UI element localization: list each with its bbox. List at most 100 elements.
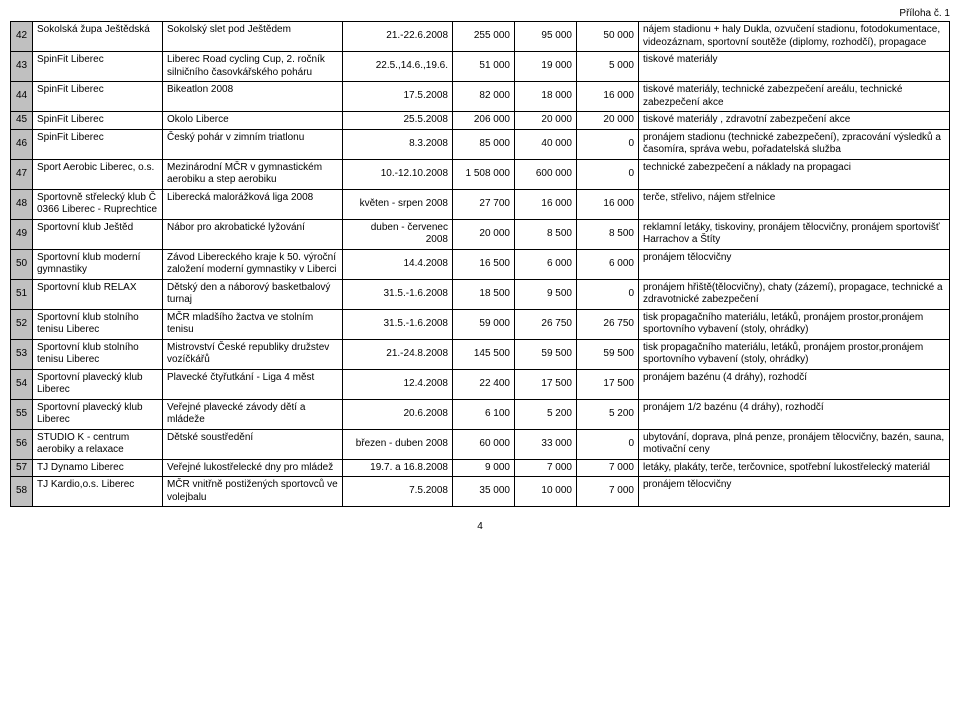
- event-cell: Bikeatlon 2008: [163, 82, 343, 112]
- organization-cell: TJ Kardio,o.s. Liberec: [33, 477, 163, 507]
- description-cell: pronájem tělocvičny: [639, 249, 950, 279]
- date-cell: 12.4.2008: [343, 369, 453, 399]
- table-row: 44SpinFit LiberecBikeatlon 200817.5.2008…: [11, 82, 950, 112]
- table-row: 48Sportovně střelecký klub Č 0366 Libere…: [11, 189, 950, 219]
- amount2-cell: 16 000: [515, 189, 577, 219]
- amount2-cell: 9 500: [515, 279, 577, 309]
- amount3-cell: 50 000: [577, 22, 639, 52]
- event-cell: Liberec Road cycling Cup, 2. ročník siln…: [163, 52, 343, 82]
- organization-cell: SpinFit Liberec: [33, 129, 163, 159]
- amount1-cell: 145 500: [453, 339, 515, 369]
- organization-cell: SpinFit Liberec: [33, 52, 163, 82]
- amount3-cell: 16 000: [577, 189, 639, 219]
- description-cell: tisk propagačního materiálu, letáků, pro…: [639, 339, 950, 369]
- date-cell: 17.5.2008: [343, 82, 453, 112]
- organization-cell: SpinFit Liberec: [33, 112, 163, 130]
- description-cell: reklamní letáky, tiskoviny, pronájem těl…: [639, 219, 950, 249]
- amount1-cell: 9 000: [453, 459, 515, 477]
- event-cell: Dětské soustředění: [163, 429, 343, 459]
- amount2-cell: 26 750: [515, 309, 577, 339]
- event-cell: MČR vnitřně postižených sportovců ve vol…: [163, 477, 343, 507]
- amount3-cell: 0: [577, 129, 639, 159]
- description-cell: tisk propagačního materiálu, letáků, pro…: [639, 309, 950, 339]
- table-row: 45SpinFit LiberecOkolo Liberce25.5.20082…: [11, 112, 950, 130]
- amount2-cell: 8 500: [515, 219, 577, 249]
- amount3-cell: 5 200: [577, 399, 639, 429]
- amount2-cell: 18 000: [515, 82, 577, 112]
- date-cell: 8.3.2008: [343, 129, 453, 159]
- amount3-cell: 6 000: [577, 249, 639, 279]
- amount1-cell: 51 000: [453, 52, 515, 82]
- table-row: 53Sportovní klub stolního tenisu Liberec…: [11, 339, 950, 369]
- amount1-cell: 22 400: [453, 369, 515, 399]
- amount1-cell: 255 000: [453, 22, 515, 52]
- description-cell: tiskové materiály: [639, 52, 950, 82]
- event-cell: Nábor pro akrobatické lyžování: [163, 219, 343, 249]
- date-cell: 21.-22.6.2008: [343, 22, 453, 52]
- organization-cell: TJ Dynamo Liberec: [33, 459, 163, 477]
- amount3-cell: 0: [577, 429, 639, 459]
- table-row: 50Sportovní klub moderní gymnastikyZávod…: [11, 249, 950, 279]
- event-cell: Plavecké čtyřutkání - Liga 4 měst: [163, 369, 343, 399]
- amount2-cell: 19 000: [515, 52, 577, 82]
- row-number: 51: [11, 279, 33, 309]
- event-cell: Český pohár v zimním triatlonu: [163, 129, 343, 159]
- date-cell: 22.5.,14.6.,19.6.: [343, 52, 453, 82]
- amount1-cell: 27 700: [453, 189, 515, 219]
- description-cell: pronájem 1/2 bazénu (4 dráhy), rozhodčí: [639, 399, 950, 429]
- amount1-cell: 6 100: [453, 399, 515, 429]
- description-cell: ubytování, doprava, plná penze, pronájem…: [639, 429, 950, 459]
- description-cell: letáky, plakáty, terče, terčovnice, spot…: [639, 459, 950, 477]
- description-cell: tiskové materiály , zdravotní zabezpečen…: [639, 112, 950, 130]
- table-row: 51Sportovní klub RELAXDětský den a nábor…: [11, 279, 950, 309]
- amount3-cell: 0: [577, 159, 639, 189]
- amount2-cell: 600 000: [515, 159, 577, 189]
- table-row: 52Sportovní klub stolního tenisu Liberec…: [11, 309, 950, 339]
- row-number: 52: [11, 309, 33, 339]
- description-cell: terče, střelivo, nájem střelnice: [639, 189, 950, 219]
- date-cell: 31.5.-1.6.2008: [343, 279, 453, 309]
- event-cell: Mezinárodní MČR v gymnastickém aerobiku …: [163, 159, 343, 189]
- row-number: 56: [11, 429, 33, 459]
- description-cell: pronájem stadionu (technické zabezpečení…: [639, 129, 950, 159]
- row-number: 48: [11, 189, 33, 219]
- description-cell: pronájem tělocvičny: [639, 477, 950, 507]
- table-row: 46SpinFit LiberecČeský pohár v zimním tr…: [11, 129, 950, 159]
- date-cell: 31.5.-1.6.2008: [343, 309, 453, 339]
- table-row: 56STUDIO K - centrum aerobiky a relaxace…: [11, 429, 950, 459]
- amount2-cell: 33 000: [515, 429, 577, 459]
- amount1-cell: 206 000: [453, 112, 515, 130]
- organization-cell: Sportovně střelecký klub Č 0366 Liberec …: [33, 189, 163, 219]
- row-number: 45: [11, 112, 33, 130]
- organization-cell: Sportovní klub RELAX: [33, 279, 163, 309]
- amount2-cell: 17 500: [515, 369, 577, 399]
- amount2-cell: 10 000: [515, 477, 577, 507]
- amount3-cell: 59 500: [577, 339, 639, 369]
- table-row: 57TJ Dynamo LiberecVeřejné lukostřelecké…: [11, 459, 950, 477]
- amount1-cell: 18 500: [453, 279, 515, 309]
- row-number: 42: [11, 22, 33, 52]
- description-cell: pronájem hřiště(tělocvičny), chaty (záze…: [639, 279, 950, 309]
- organization-cell: Sportovní plavecký klub Liberec: [33, 369, 163, 399]
- amount1-cell: 1 508 000: [453, 159, 515, 189]
- event-cell: Sokolský slet pod Ještědem: [163, 22, 343, 52]
- amount3-cell: 26 750: [577, 309, 639, 339]
- amount1-cell: 16 500: [453, 249, 515, 279]
- date-cell: 19.7. a 16.8.2008: [343, 459, 453, 477]
- organization-cell: SpinFit Liberec: [33, 82, 163, 112]
- table-row: 58TJ Kardio,o.s. LiberecMČR vnitřně post…: [11, 477, 950, 507]
- row-number: 50: [11, 249, 33, 279]
- organization-cell: Sportovní klub stolního tenisu Liberec: [33, 309, 163, 339]
- table-row: 49Sportovní klub JeštědNábor pro akrobat…: [11, 219, 950, 249]
- description-cell: tiskové materiály, technické zabezpečení…: [639, 82, 950, 112]
- amount3-cell: 17 500: [577, 369, 639, 399]
- grants-table: 42Sokolská župa JeštědskáSokolský slet p…: [10, 21, 950, 507]
- amount2-cell: 6 000: [515, 249, 577, 279]
- amount1-cell: 85 000: [453, 129, 515, 159]
- amount3-cell: 7 000: [577, 477, 639, 507]
- organization-cell: Sport Aerobic Liberec, o.s.: [33, 159, 163, 189]
- row-number: 46: [11, 129, 33, 159]
- amount1-cell: 60 000: [453, 429, 515, 459]
- row-number: 49: [11, 219, 33, 249]
- date-cell: březen - duben 2008: [343, 429, 453, 459]
